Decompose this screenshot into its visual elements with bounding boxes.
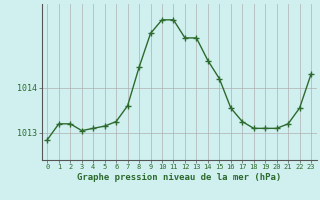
X-axis label: Graphe pression niveau de la mer (hPa): Graphe pression niveau de la mer (hPa) [77, 173, 281, 182]
